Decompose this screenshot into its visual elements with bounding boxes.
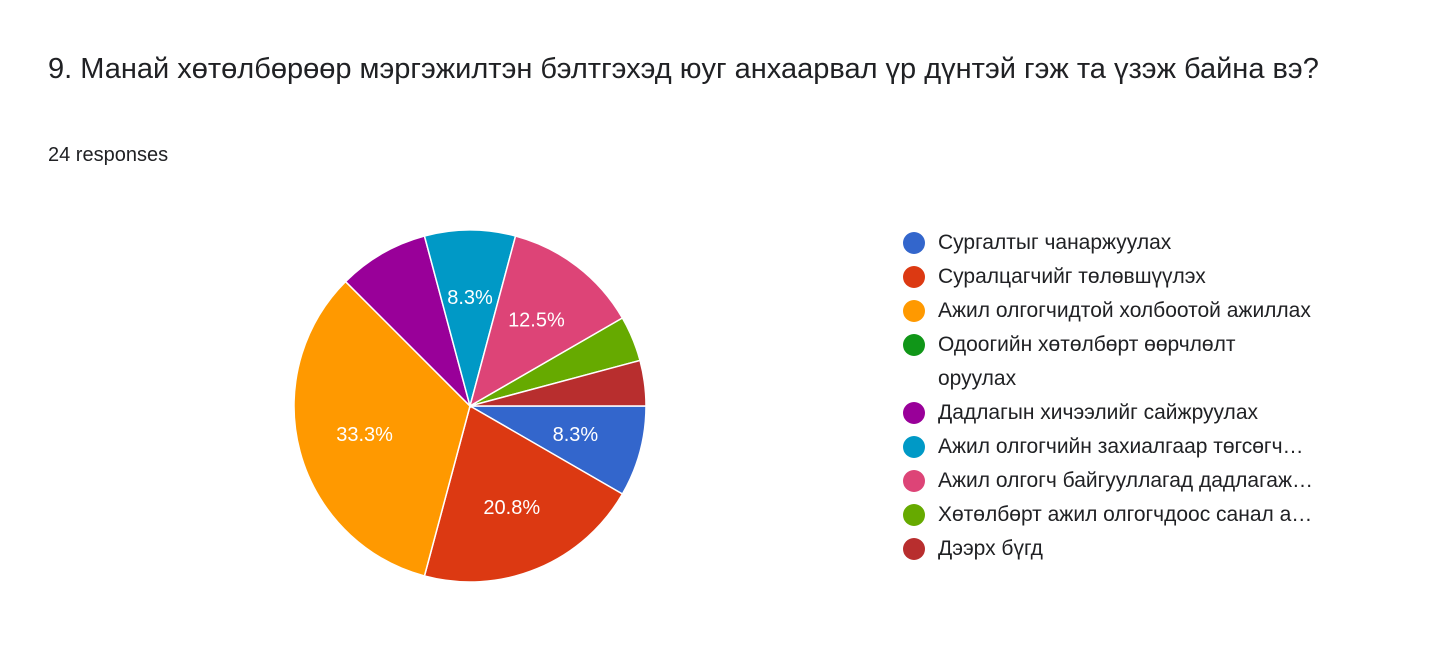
legend-label: Сургалтыг чанаржуулах <box>938 231 1172 254</box>
legend-item[interactable]: Одоогийн хөтөлбөрт өөрчлөлт оруулах <box>903 328 1373 396</box>
legend-label: Одоогийн хөтөлбөрт өөрчлөлт оруулах <box>938 333 1236 390</box>
legend-item[interactable]: Дээрх бүгд <box>903 532 1373 566</box>
legend-item[interactable]: Суралцагчийг төлөвшүүлэх <box>903 260 1373 294</box>
pie-slice[interactable] <box>468 235 624 408</box>
legend-color-icon <box>903 266 925 288</box>
legend-label: Ажил олгогч байгууллагад дадлагаж… <box>938 469 1314 492</box>
legend-item[interactable]: Дадлагын хичээлийг сайжруулах <box>903 396 1373 430</box>
legend-color-icon <box>903 334 925 356</box>
question-title: 9. Манай хөтөлбөрөөр мэргэжилтэн бэлтгэх… <box>48 53 1319 85</box>
legend-color-icon <box>903 504 925 526</box>
slice-percent-label: 12.5% <box>508 309 565 331</box>
legend-item[interactable]: Хөтөлбөрт ажил олгогчдоос санал а… <box>903 498 1373 532</box>
pie-slice[interactable] <box>423 404 624 583</box>
legend-label: Хөтөлбөрт ажил олгогчдоос санал а… <box>938 503 1313 526</box>
legend-item[interactable]: Ажил олгогчидтой холбоотой ажиллах <box>903 294 1373 328</box>
legend-label: Суралцагчийг төлөвшүүлэх <box>938 265 1206 288</box>
slice-percent-label: 33.3% <box>336 424 393 446</box>
pie-slice[interactable] <box>344 235 472 409</box>
legend-item[interactable]: Сургалтыг чанаржуулах <box>903 226 1373 260</box>
legend-label: Ажил олгогчидтой холбоотой ажиллах <box>938 299 1311 322</box>
pie-slice[interactable] <box>293 280 471 577</box>
legend-item[interactable]: Ажил олгогчийн захиалгаар төгсөгч… <box>903 430 1373 464</box>
pie-slice[interactable] <box>467 405 647 496</box>
slice-percent-label: 8.3% <box>447 287 493 309</box>
legend-color-icon <box>903 402 925 424</box>
slice-percent-label: 20.8% <box>483 497 540 519</box>
response-count: 24 responses <box>48 144 169 166</box>
legend-color-icon <box>903 538 925 560</box>
legend-color-icon <box>903 436 925 458</box>
chart-legend: Сургалтыг чанаржуулах Суралцагчийг төлөвш… <box>903 226 1373 566</box>
legend-color-icon <box>903 232 925 254</box>
pie-slice[interactable] <box>423 229 517 409</box>
legend-item[interactable]: Ажил олгогч байгууллагад дадлагаж… <box>903 464 1373 498</box>
legend-label: Дадлагын хичээлийг сайжруулах <box>938 401 1258 424</box>
legend-label: Ажил олгогчийн захиалгаар төгсөгч… <box>938 435 1304 458</box>
legend-color-icon <box>903 300 925 322</box>
slice-percent-label: 8.3% <box>553 424 599 446</box>
pie-slice[interactable] <box>469 359 647 407</box>
legend-label: Дээрх бүгд <box>938 537 1043 560</box>
legend-color-icon <box>903 470 925 492</box>
